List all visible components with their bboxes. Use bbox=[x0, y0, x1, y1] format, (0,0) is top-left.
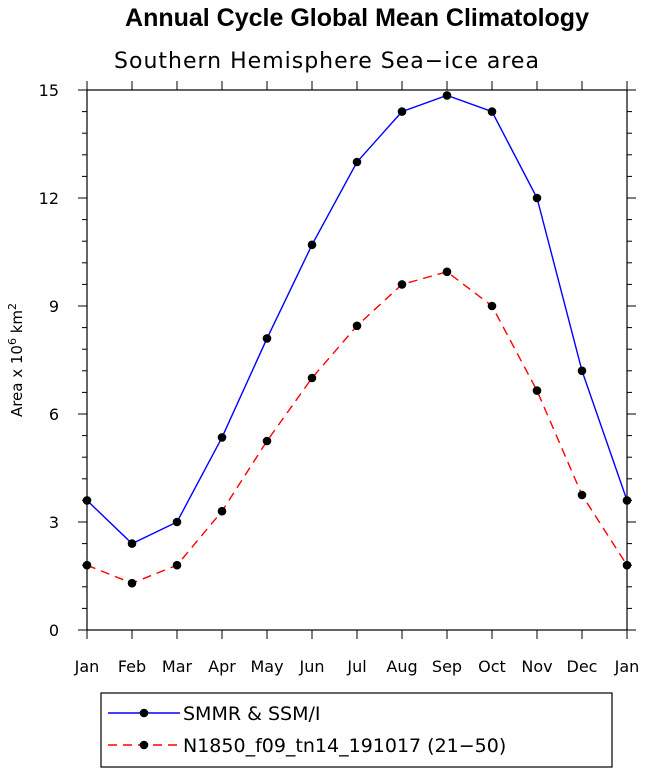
series-1-point bbox=[172, 517, 182, 527]
y-tick-label: 15 bbox=[39, 81, 59, 100]
series-2-point bbox=[487, 301, 497, 311]
legend-box bbox=[100, 692, 613, 768]
series-1-point bbox=[307, 240, 317, 250]
series-1-point bbox=[262, 334, 272, 343]
y-tick-label: 3 bbox=[49, 513, 59, 532]
series-1-point bbox=[487, 107, 497, 116]
y-axis-title-unit: km bbox=[8, 310, 26, 338]
x-tick-label: Dec bbox=[567, 657, 598, 676]
y-axis-title-unit-exp: 2 bbox=[6, 303, 19, 310]
series-2-point bbox=[352, 321, 362, 331]
y-tick-label: 12 bbox=[39, 189, 59, 208]
chart-title: Annual Cycle Global Mean Climatology bbox=[125, 4, 589, 32]
x-tick-label: Aug bbox=[386, 657, 417, 676]
legend: SMMR & SSM/I N1850_f09_tn14_191017 (21−50… bbox=[108, 703, 506, 757]
x-tick-label: Apr bbox=[208, 657, 236, 676]
series-2-point bbox=[577, 490, 587, 500]
data-series bbox=[82, 91, 632, 588]
chart-subtitle: Southern Hemisphere Sea−ice area bbox=[114, 49, 540, 74]
series-1-point bbox=[397, 107, 407, 116]
series-line-2 bbox=[86, 271, 628, 584]
plot-frame bbox=[86, 89, 628, 631]
series-1-point bbox=[442, 91, 452, 100]
series-2-point bbox=[262, 436, 272, 446]
x-tick-label: May bbox=[250, 657, 283, 676]
series-1-point bbox=[352, 157, 362, 167]
y-axis-title: Area x 106 km2 bbox=[6, 303, 26, 417]
x-tick-label: Oct bbox=[478, 657, 506, 676]
y-axis-title-main: Area x 10 bbox=[8, 345, 26, 417]
x-tick-label: Nov bbox=[521, 657, 552, 676]
legend-marker-1 bbox=[139, 708, 149, 718]
series-1-point bbox=[82, 496, 92, 505]
series-2-point bbox=[127, 578, 137, 588]
legend-label-1: SMMR & SSM/I bbox=[183, 703, 320, 725]
series-1-point bbox=[127, 539, 137, 548]
series-2-point bbox=[532, 386, 542, 395]
axis-ticks: Jan Feb Mar Apr May Jun Jul Aug Sep Oct Nov Dec Jan 0… bbox=[39, 81, 640, 676]
legend-marker-2 bbox=[139, 740, 149, 750]
x-tick-label: Jan bbox=[614, 657, 640, 676]
series-2-point bbox=[397, 280, 407, 289]
series-1-point bbox=[622, 496, 632, 505]
series-2-point bbox=[82, 560, 92, 570]
series-1-point bbox=[532, 193, 542, 203]
series-2-point bbox=[217, 506, 227, 516]
series-2-point bbox=[622, 560, 632, 570]
x-tick-label: Jul bbox=[346, 657, 366, 676]
y-tick-label: 9 bbox=[49, 297, 59, 316]
x-tick-label: Jun bbox=[299, 657, 325, 676]
x-tick-label: Jan bbox=[74, 657, 100, 676]
series-2-point bbox=[442, 267, 452, 277]
x-tick-label: Feb bbox=[118, 657, 146, 676]
series-2-point bbox=[172, 560, 182, 570]
series-1-point bbox=[217, 433, 227, 442]
y-tick-label: 0 bbox=[49, 621, 59, 640]
x-tick-label: Mar bbox=[162, 657, 193, 676]
series-2-point bbox=[307, 373, 317, 383]
series-1-point bbox=[577, 366, 587, 376]
legend-label-2: N1850_f09_tn14_191017 (21−50) bbox=[183, 735, 506, 757]
y-tick-label: 6 bbox=[49, 405, 59, 424]
y-axis-title-exp: 6 bbox=[6, 338, 19, 345]
x-tick-label: Sep bbox=[432, 657, 462, 676]
